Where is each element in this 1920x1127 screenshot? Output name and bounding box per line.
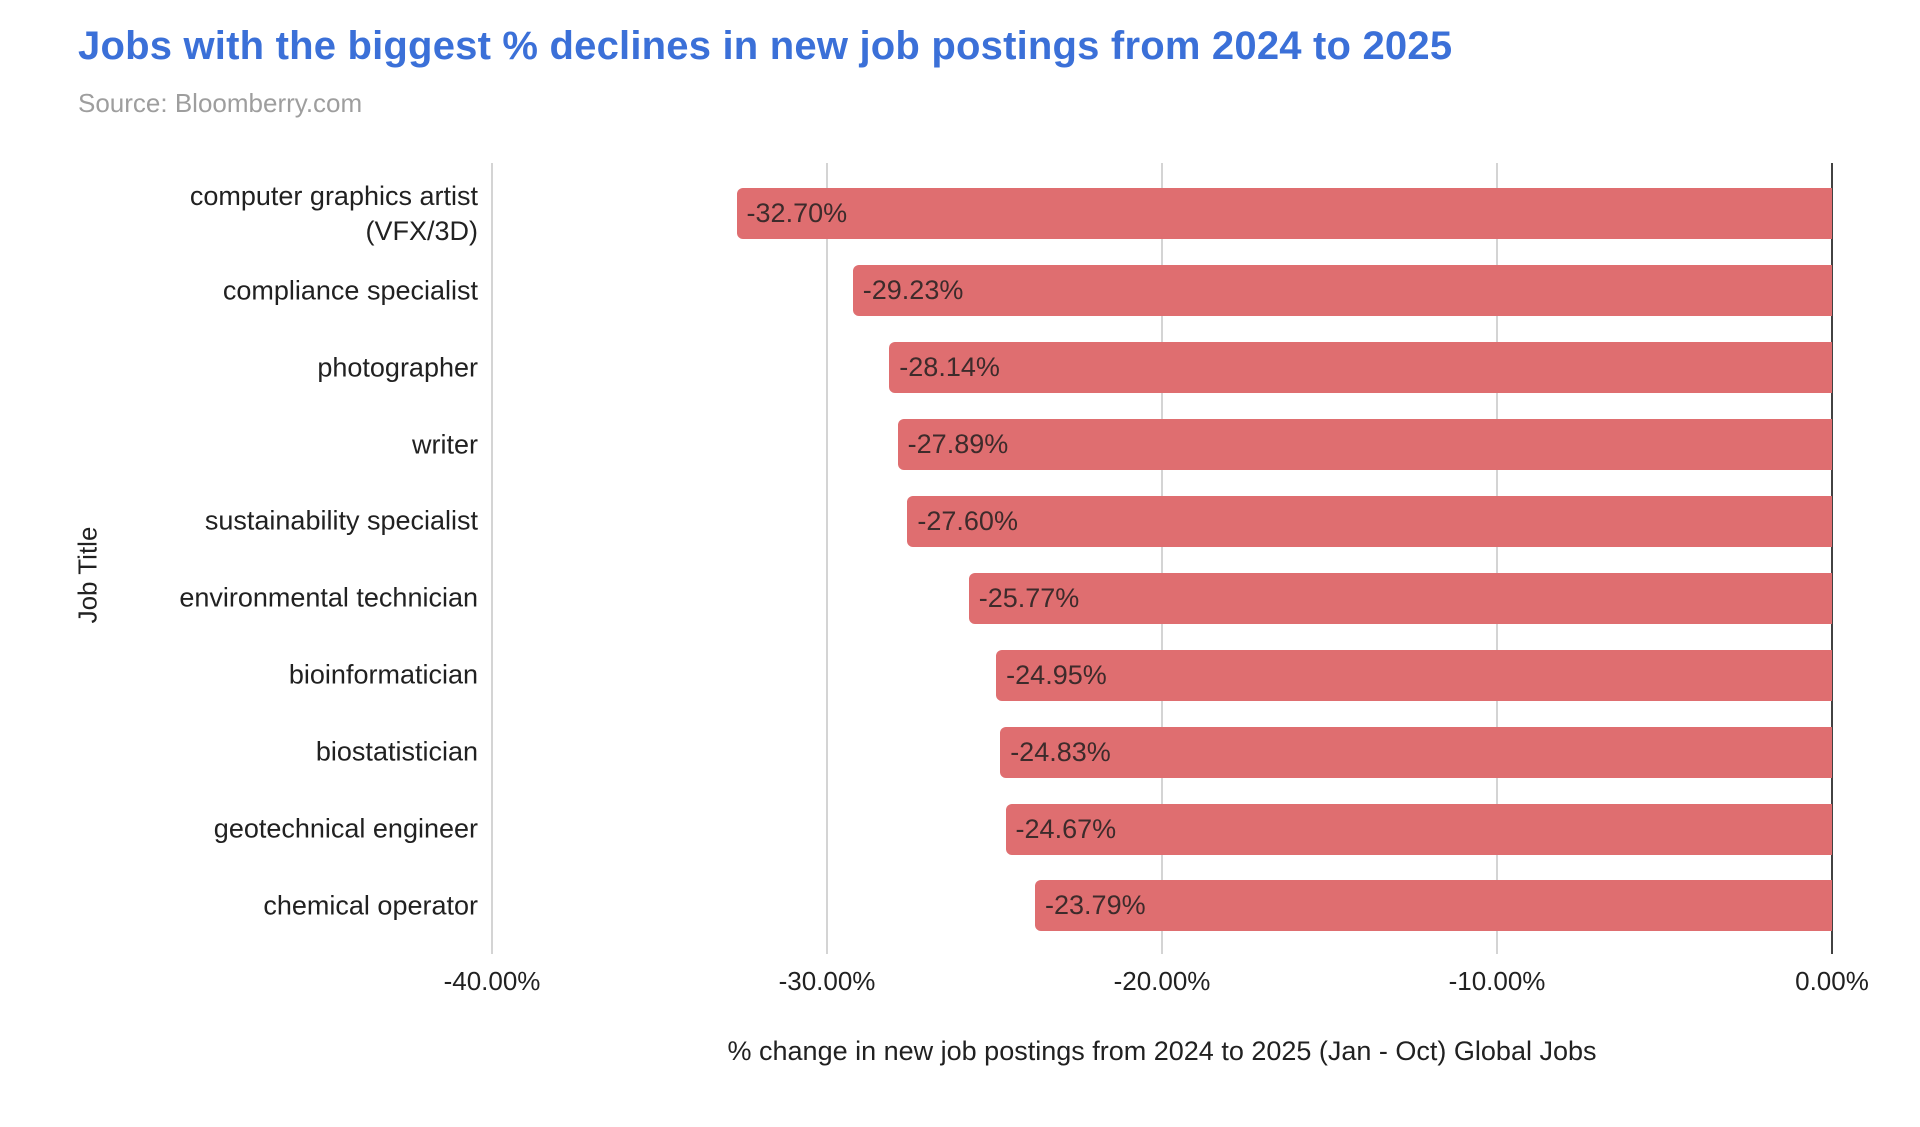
bar-value-label: -24.67% [1015, 813, 1117, 844]
bar-value-label: -28.14% [899, 352, 1000, 383]
bar: -28.14% [889, 342, 1832, 394]
zero-baseline [1831, 163, 1833, 954]
bar: -24.67% [1005, 803, 1832, 855]
category-label: sustainability specialist [204, 505, 478, 536]
bar: -27.89% [897, 419, 1832, 470]
category-label: compliance specialist [222, 275, 478, 306]
bar-value-label: -32.70% [746, 198, 848, 229]
chart-source: Source: Bloomberry.com [78, 88, 363, 118]
bar-value-label: -24.95% [1006, 659, 1107, 690]
gridline [491, 163, 493, 954]
gridline [826, 163, 828, 954]
category-label: bioinformatician [288, 659, 478, 690]
x-tick-label: -40.00% [443, 966, 541, 996]
category-label: photographer [317, 352, 478, 383]
category-label: environmental technician [179, 582, 478, 613]
category-label: chemical operator [263, 890, 478, 921]
category-label: computer graphics artist (VFX/3D) [189, 180, 478, 246]
category-label: biostatistician [315, 736, 478, 767]
category-label: geotechnical engineer [213, 813, 478, 844]
bar-value-label: -24.83% [1010, 736, 1111, 767]
bar-value-label: -29.23% [862, 275, 964, 306]
x-tick-label: 0.00% [1795, 966, 1869, 996]
bar-value-label: -27.60% [917, 505, 1018, 536]
bar: -27.60% [907, 495, 1832, 547]
x-tick-label: -20.00% [1113, 966, 1211, 996]
bar-value-label: -23.79% [1045, 890, 1146, 921]
y-axis-title: Job Title [72, 526, 103, 624]
bar: -23.79% [1035, 880, 1832, 932]
bar: -32.70% [736, 188, 1832, 240]
category-label: writer [412, 428, 478, 459]
x-axis-title: % change in new job postings from 2024 t… [727, 1036, 1597, 1066]
chart-title: Jobs with the biggest % declines in new … [78, 24, 1453, 68]
bar: -24.83% [1000, 726, 1832, 778]
plot-area: -32.70% -29.23% -28.14% -27.89% -27.60% -25.7… [491, 163, 1833, 954]
bar: -25.77% [968, 572, 1832, 624]
bar-value-label: -25.77% [978, 582, 1080, 613]
bar: -24.95% [996, 649, 1832, 701]
bar: -29.23% [852, 265, 1832, 317]
x-tick-label: -30.00% [778, 966, 876, 996]
bar-value-label: -27.89% [907, 429, 1009, 459]
x-tick-label: -10.00% [1448, 966, 1546, 996]
gridline [1496, 163, 1498, 954]
gridline [1161, 163, 1163, 954]
